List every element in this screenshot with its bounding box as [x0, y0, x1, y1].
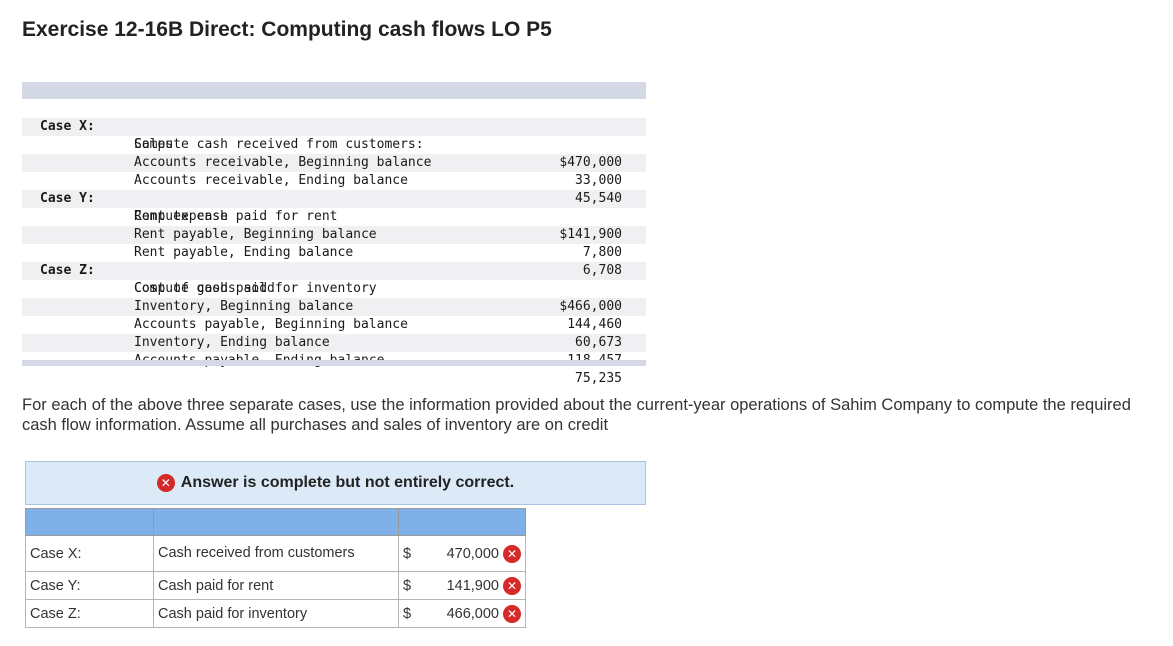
- row-stripe: [22, 334, 646, 352]
- case-line-desc: Accounts receivable, Ending balance: [134, 173, 408, 188]
- case-row: Accounts payable, Beginning balance 60,6…: [22, 298, 646, 350]
- case-line-value: 75,235: [575, 371, 622, 386]
- amount-value: 141,900: [446, 577, 499, 594]
- answer-status-text: Answer is complete but not entirely corr…: [180, 474, 515, 491]
- case-line-desc: Compute cash paid for rent: [134, 209, 338, 224]
- incorrect-x-icon: ✕: [503, 576, 521, 595]
- case-row: Case Y: Compute cash paid for rent: [22, 172, 646, 224]
- case-line-desc: Compute cash received from customers:: [134, 137, 424, 152]
- row-stripe: [22, 118, 646, 136]
- row-stripe: [22, 298, 646, 316]
- case-line-desc: Rent expense: [134, 209, 228, 224]
- case-cell: Case X:: [25, 535, 154, 572]
- answer-table: Case X: Cash received from customers $ 4…: [25, 508, 526, 628]
- amount-cell[interactable]: $ 466,000 ✕: [398, 599, 526, 628]
- panel-top-bar: [22, 82, 646, 99]
- amount-value: 466,000: [446, 605, 499, 622]
- label-cell: Cash paid for inventory: [153, 599, 399, 628]
- case-row: Accounts receivable, Ending balance 45,5…: [22, 154, 646, 206]
- case-label: Case Y:: [40, 191, 95, 206]
- answer-status-banner: ✕ Answer is complete but not entirely co…: [25, 461, 646, 505]
- case-row: Cost of goods sold $466,000: [22, 262, 646, 314]
- header-cell: [398, 508, 526, 536]
- amount-cell[interactable]: $ 470,000 ✕: [398, 535, 526, 572]
- case-line-value: 60,673: [575, 335, 622, 350]
- case-row: Inventory, Ending balance 118,457: [22, 316, 646, 368]
- case-line-desc: Rent payable, Beginning balance: [134, 227, 377, 242]
- case-row: Rent expense $141,900: [22, 190, 646, 242]
- case-line-value: 33,000: [575, 173, 622, 188]
- incorrect-x-icon: ✕: [503, 544, 521, 563]
- case-line-value: 144,460: [567, 317, 622, 332]
- label-cell: Cash paid for rent: [153, 571, 399, 600]
- case-row: Rent payable, Ending balance 6,708: [22, 226, 646, 278]
- case-cell: Case Z:: [25, 599, 154, 628]
- row-stripe: [22, 262, 646, 280]
- label-cell: Cash received from customers: [153, 535, 399, 572]
- row-stripe: [22, 190, 646, 208]
- case-label: Case X:: [40, 119, 95, 134]
- case-line-desc: Rent payable, Ending balance: [134, 245, 354, 260]
- instructions-text: For each of the above three separate cas…: [22, 396, 1131, 434]
- header-cell: [25, 508, 154, 536]
- case-row: Sales $470,000: [22, 118, 646, 170]
- case-line-value: $141,900: [559, 227, 622, 242]
- case-row: Case Z: Compute cash paid for inventory: [22, 244, 646, 296]
- case-row: Accounts payable, Ending balance 75,235: [22, 334, 646, 386]
- currency-symbol: $: [403, 577, 412, 594]
- case-line-value: $466,000: [559, 299, 622, 314]
- case-line-value: 6,708: [582, 263, 622, 278]
- row-stripe: [22, 226, 646, 244]
- panel-bottom-bar: [22, 360, 646, 366]
- case-line-desc: Accounts payable, Beginning balance: [134, 317, 408, 332]
- amount-cell[interactable]: $ 141,900 ✕: [398, 571, 526, 600]
- case-row: Case X: Compute cash received from custo…: [22, 100, 646, 152]
- case-line-desc: Compute cash paid for inventory: [134, 281, 377, 296]
- case-line-value: $470,000: [559, 155, 622, 170]
- header-cell: [153, 508, 399, 536]
- case-line-desc: Cost of goods sold: [134, 281, 275, 296]
- answer-table-header: [25, 508, 526, 536]
- amount-value: 470,000: [446, 545, 499, 562]
- case-label: Case Z:: [40, 263, 95, 278]
- case-data-panel: Case X: Compute cash received from custo…: [22, 82, 646, 386]
- case-row: Rent payable, Beginning balance 7,800: [22, 208, 646, 260]
- row-stripe: [22, 154, 646, 172]
- case-line-desc: Accounts receivable, Beginning balance: [134, 155, 432, 170]
- currency-symbol: $: [403, 545, 412, 562]
- case-line-desc: Inventory, Beginning balance: [134, 299, 354, 314]
- incorrect-x-icon: ✕: [503, 604, 521, 623]
- table-row: Case Z: Cash paid for inventory $ 466,00…: [25, 599, 526, 628]
- case-line-desc: Sales: [134, 137, 174, 152]
- case-line-value: 45,540: [575, 191, 622, 206]
- table-row: Case Y: Cash paid for rent $ 141,900 ✕: [25, 571, 526, 600]
- case-cell: Case Y:: [25, 571, 154, 600]
- case-line-desc: Inventory, Ending balance: [134, 335, 330, 350]
- case-row: Accounts receivable, Beginning balance 3…: [22, 136, 646, 188]
- case-line-value: 7,800: [582, 245, 622, 260]
- x-circle-icon: ✕: [156, 474, 175, 492]
- currency-symbol: $: [403, 605, 412, 622]
- table-row: Case X: Cash received from customers $ 4…: [25, 535, 526, 572]
- case-row: Inventory, Beginning balance 144,460: [22, 280, 646, 332]
- page-title: Exercise 12-16B Direct: Computing cash f…: [22, 18, 552, 41]
